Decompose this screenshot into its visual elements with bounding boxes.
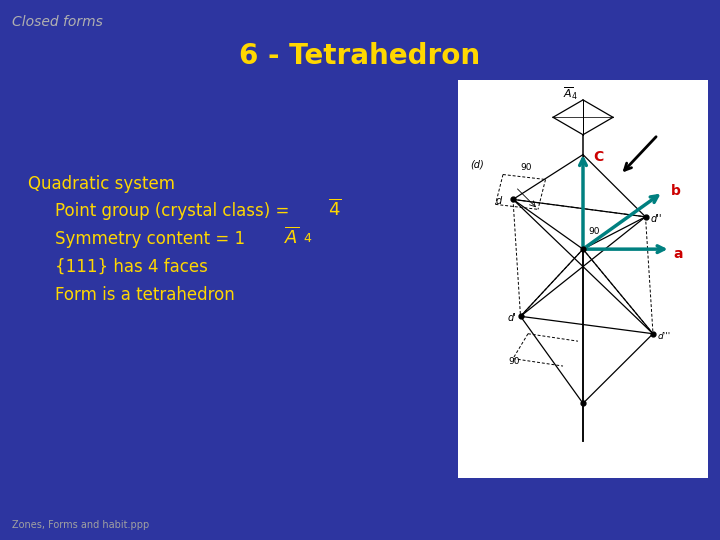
Bar: [458, 80, 708, 478]
Text: Zones, Forms and habit.ppp: Zones, Forms and habit.ppp: [12, 520, 149, 530]
Text: d''': d''': [658, 332, 671, 341]
Text: Form is a tetrahedron: Form is a tetrahedron: [55, 286, 235, 304]
Text: $\overline{4}$: $\overline{4}$: [328, 199, 341, 220]
Text: Closed forms: Closed forms: [12, 15, 103, 29]
Text: a: a: [673, 247, 683, 261]
Text: d'': d'': [650, 214, 662, 224]
Text: 90: 90: [521, 163, 532, 172]
Text: {111} has 4 faces: {111} has 4 faces: [55, 258, 208, 276]
Text: d': d': [508, 313, 517, 323]
Text: Point group (crystal class) =: Point group (crystal class) =: [55, 202, 294, 220]
Text: b: b: [670, 185, 680, 199]
Text: $\overline{A}$: $\overline{A}$: [284, 227, 300, 248]
Text: 90: 90: [508, 356, 520, 366]
Text: Quadratic system: Quadratic system: [28, 175, 175, 193]
Text: C: C: [593, 150, 603, 164]
Text: $\overline{A}_4$: $\overline{A}_4$: [563, 85, 578, 102]
Text: 90: 90: [588, 227, 600, 236]
Text: (d): (d): [470, 159, 485, 169]
Text: d: d: [495, 197, 502, 206]
Text: 4: 4: [303, 232, 311, 245]
Text: Symmetry content = 1: Symmetry content = 1: [55, 230, 245, 248]
Text: 6 - Tetrahedron: 6 - Tetrahedron: [240, 42, 480, 70]
